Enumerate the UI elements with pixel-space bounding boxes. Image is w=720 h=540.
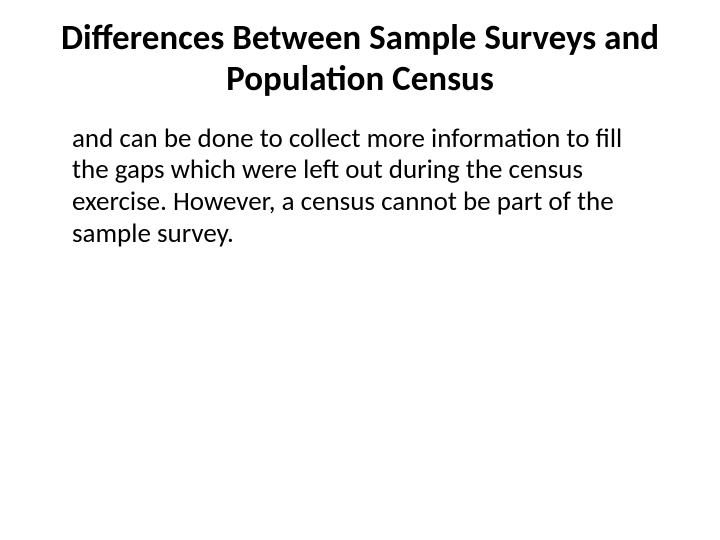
slide-body-text: and can be done to collect more informat… — [40, 123, 680, 250]
slide-container: Differences Between Sample Surveys and P… — [0, 0, 720, 540]
slide-title: Differences Between Sample Surveys and P… — [40, 18, 680, 101]
